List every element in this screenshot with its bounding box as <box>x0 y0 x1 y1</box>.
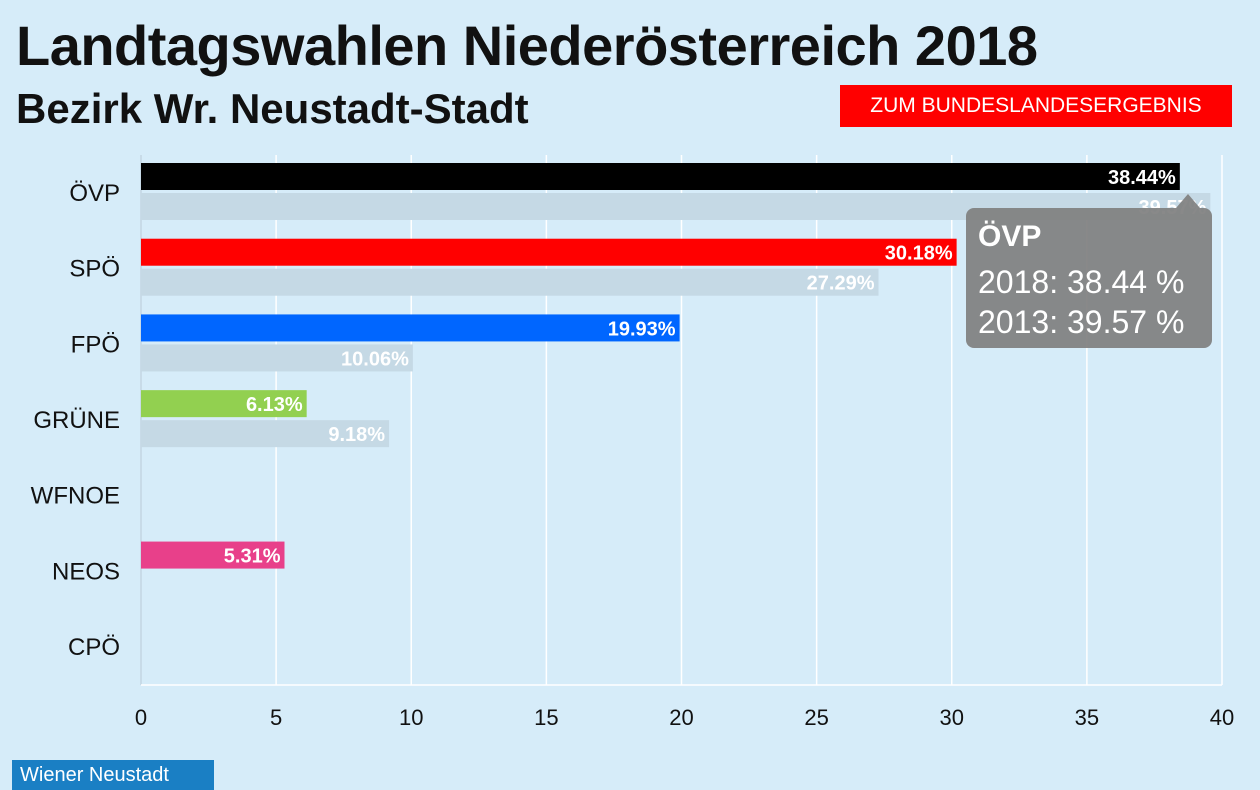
bar-label-2018: 6.13% <box>246 394 303 416</box>
bar-2018 <box>141 541 285 569</box>
district-button[interactable]: Wiener Neustadt <box>12 760 214 790</box>
bar-2013 <box>141 268 879 296</box>
bar-label-2013: 9.18% <box>328 424 385 446</box>
category-label: FPÖ <box>71 331 120 358</box>
bar-label-2018: 38.44% <box>1108 167 1176 189</box>
category-label: ÖVP <box>69 180 120 207</box>
bar-label-2018: 5.31% <box>224 546 281 568</box>
page-subtitle: Bezirk Wr. Neustadt-Stadt <box>16 85 529 132</box>
bar-2013 <box>141 344 413 372</box>
bar-label-2018: 19.93% <box>608 318 676 340</box>
bar-label-2013: 27.29% <box>807 273 875 295</box>
x-tick-label: 40 <box>1210 705 1234 730</box>
x-tick-label: 20 <box>669 705 693 730</box>
category-label: WFNOE <box>31 483 120 510</box>
x-tick-label: 10 <box>399 705 423 730</box>
x-tick-label: 15 <box>534 705 558 730</box>
category-label: NEOS <box>52 558 120 585</box>
tooltip-pointer <box>1176 194 1200 208</box>
category-label: CPÖ <box>68 634 120 661</box>
x-tick-label: 25 <box>804 705 828 730</box>
bar-2018 <box>141 238 957 266</box>
x-tick-label: 0 <box>135 705 147 730</box>
tooltip-2018-value: 2018: 38.44 % <box>978 264 1185 300</box>
page-title: Landtagswahlen Niederösterreich 2018 <box>16 14 1038 77</box>
bar-2013 <box>141 420 390 448</box>
x-tick-label: 30 <box>940 705 964 730</box>
bar-label-2013: 10.06% <box>341 348 409 370</box>
category-label: GRÜNE <box>33 407 120 434</box>
bar-2018 <box>141 314 680 342</box>
bundesland-result-button[interactable]: ZUM BUNDESLANDESERGEBNIS <box>840 85 1232 127</box>
tooltip-party: ÖVP <box>978 220 1042 253</box>
bar-2018 <box>141 163 1180 190</box>
tooltip-2013-value: 2013: 39.57 % <box>978 304 1185 340</box>
x-tick-label: 5 <box>270 705 282 730</box>
x-tick-label: 35 <box>1075 705 1099 730</box>
chart-tooltip: ÖVP 2018: 38.44 % 2013: 39.57 % <box>966 208 1212 348</box>
bar-2018 <box>141 390 307 418</box>
category-label: SPÖ <box>69 256 120 283</box>
bar-label-2018: 30.18% <box>885 243 953 265</box>
